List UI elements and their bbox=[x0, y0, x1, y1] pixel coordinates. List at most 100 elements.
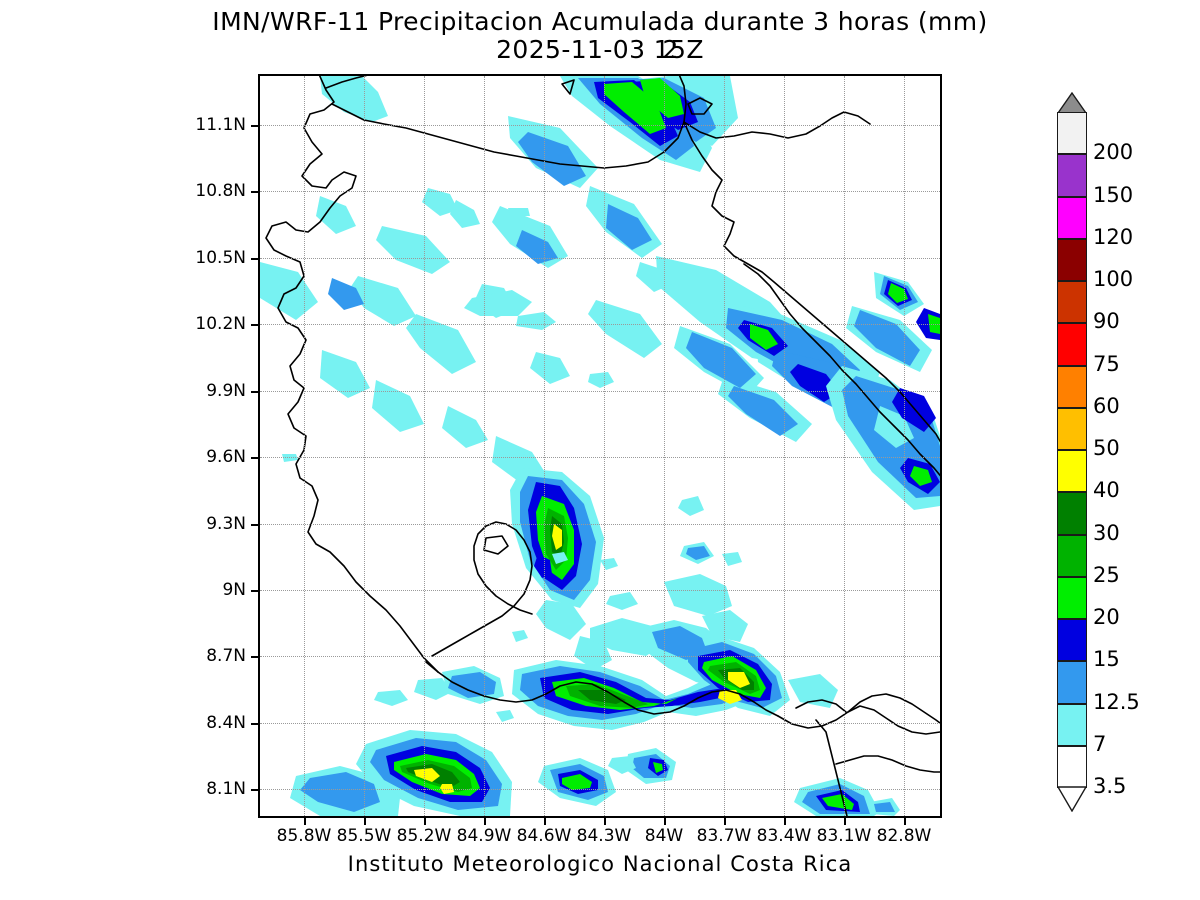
precip-band-7 bbox=[874, 802, 895, 812]
precip-band-3.5 bbox=[536, 600, 586, 640]
colorbar-tick-label: 7 bbox=[1093, 731, 1107, 756]
colorbar-tick-label: 50 bbox=[1093, 436, 1120, 460]
precip-band-3.5 bbox=[372, 380, 424, 432]
y-axis-tick-label: 9.9N bbox=[206, 380, 246, 401]
x-axis-tick-label: 84.9W bbox=[456, 826, 512, 846]
gridline-vertical bbox=[364, 76, 365, 816]
figure-caption: Instituto Meteorologico Nacional Costa R… bbox=[347, 852, 853, 876]
precip-band-7 bbox=[518, 132, 586, 186]
precip-band-7 bbox=[686, 546, 710, 560]
precip-band-3.5 bbox=[552, 552, 568, 564]
colorbar-swatch[interactable] bbox=[1057, 154, 1087, 197]
x-axis-tick bbox=[604, 818, 606, 825]
precip-band-3.5 bbox=[530, 352, 570, 384]
x-axis-tick-label: 84.3W bbox=[576, 826, 632, 846]
colorbar-swatch[interactable] bbox=[1057, 112, 1087, 155]
colorbar-tick-label: 200 bbox=[1093, 140, 1134, 165]
precip-band-3.5 bbox=[414, 678, 452, 700]
colorbar-tick-label: 150 bbox=[1093, 182, 1134, 207]
coastline-caribbean-ne bbox=[683, 121, 940, 443]
precip-band-40 bbox=[414, 768, 440, 782]
colorbar-swatch[interactable] bbox=[1057, 323, 1087, 366]
precip-region-scattered bbox=[282, 208, 742, 722]
precip-region-central-pacific bbox=[510, 468, 612, 670]
colorbar-swatch[interactable] bbox=[1057, 238, 1087, 281]
colorbar-swatch[interactable] bbox=[1057, 576, 1087, 619]
colorbar-tick-label: 120 bbox=[1093, 224, 1134, 249]
coastline-caribbean-south bbox=[743, 263, 940, 477]
precip-band-3.5 bbox=[678, 496, 704, 516]
border-nicaragua bbox=[325, 76, 687, 169]
y-axis-tick-label: 11.1N bbox=[195, 114, 246, 135]
precip-band-30 bbox=[552, 524, 562, 550]
colorbar-tick-label: 20 bbox=[1093, 605, 1120, 629]
colorbar-swatch[interactable] bbox=[1057, 745, 1087, 788]
colorbar-swatch[interactable] bbox=[1057, 661, 1087, 704]
gridline-vertical bbox=[664, 76, 665, 816]
precip-band-3.5 bbox=[496, 710, 514, 722]
colorbar-top-arrow bbox=[1056, 91, 1088, 114]
x-axis-tick bbox=[724, 818, 726, 825]
y-axis-tick bbox=[251, 656, 258, 659]
precip-band-3.5 bbox=[450, 200, 480, 228]
colorbar-swatch[interactable] bbox=[1057, 619, 1087, 662]
coastline-island-north bbox=[561, 79, 575, 95]
y-axis-tick-label: 9.6N bbox=[206, 447, 246, 468]
gridline-horizontal bbox=[260, 324, 940, 326]
colorbar-bottom-arrow bbox=[1056, 786, 1088, 813]
y-axis-tick bbox=[251, 789, 258, 792]
colorbar-tick-label: 75 bbox=[1093, 351, 1120, 376]
gridline-horizontal bbox=[260, 457, 940, 459]
colorbar-swatch[interactable] bbox=[1057, 534, 1087, 577]
subtitle-overlap-glyph: 5Z 2 bbox=[662, 35, 704, 64]
y-axis-tick-label: 8.7N bbox=[206, 646, 246, 667]
colorbar[interactable] bbox=[1057, 112, 1087, 788]
colorbar-swatch[interactable] bbox=[1057, 281, 1087, 324]
gridline-horizontal bbox=[260, 789, 940, 791]
precip-band-40 bbox=[440, 784, 454, 794]
colorbar-swatch[interactable] bbox=[1057, 492, 1087, 535]
coastline-pacific-nw bbox=[265, 76, 439, 673]
y-axis-tick-label: 9.3N bbox=[206, 513, 246, 534]
coastline-panama-south bbox=[835, 755, 940, 773]
gridline-horizontal bbox=[260, 257, 940, 259]
border-panama-inner bbox=[795, 699, 847, 713]
gridline-vertical bbox=[484, 76, 485, 816]
x-axis-tick-label: 84W bbox=[644, 826, 684, 846]
y-axis-tick bbox=[251, 590, 258, 592]
precip-band-3.5 bbox=[350, 276, 416, 326]
y-axis-tick bbox=[251, 324, 258, 327]
x-axis-tick bbox=[364, 818, 366, 825]
y-axis-tick bbox=[251, 523, 258, 526]
colorbar-swatch[interactable] bbox=[1057, 703, 1087, 746]
gridline-vertical bbox=[844, 76, 845, 816]
y-axis-tick-label: 10.8N bbox=[195, 181, 246, 202]
y-axis-tick bbox=[251, 722, 258, 725]
colorbar-swatch[interactable] bbox=[1057, 365, 1087, 408]
gridline-horizontal bbox=[260, 523, 940, 525]
colorbar-tick-label: 30 bbox=[1093, 520, 1120, 545]
precip-band-3.5 bbox=[374, 690, 408, 706]
precip-band-3.5 bbox=[406, 314, 476, 374]
precip-band-3.5 bbox=[600, 558, 618, 570]
x-axis-tick bbox=[904, 818, 906, 825]
y-axis-tick bbox=[251, 124, 258, 127]
gridline-horizontal bbox=[260, 124, 940, 126]
map-plot-area[interactable] bbox=[258, 74, 942, 818]
coastline-lake-nicaragua bbox=[687, 97, 713, 115]
colorbar-tick-label: 15 bbox=[1093, 647, 1120, 672]
precip-band-3.5 bbox=[636, 262, 672, 292]
colorbar-swatch[interactable] bbox=[1057, 450, 1087, 493]
colorbar-swatch[interactable] bbox=[1057, 196, 1087, 239]
colorbar-swatch[interactable] bbox=[1057, 407, 1087, 450]
precip-band-7 bbox=[328, 278, 364, 310]
gridline-vertical bbox=[724, 76, 725, 816]
x-axis-tick-label: 84.6W bbox=[516, 826, 572, 846]
precip-band-12.5 bbox=[790, 364, 840, 402]
x-axis-tick-label: 83.1W bbox=[816, 826, 872, 846]
coastline-gulf-nicoya bbox=[425, 521, 533, 673]
colorbar-tick-label: 12.5 bbox=[1093, 689, 1140, 714]
coastline-panama-pacific bbox=[777, 705, 940, 735]
precip-band-15 bbox=[604, 82, 666, 134]
